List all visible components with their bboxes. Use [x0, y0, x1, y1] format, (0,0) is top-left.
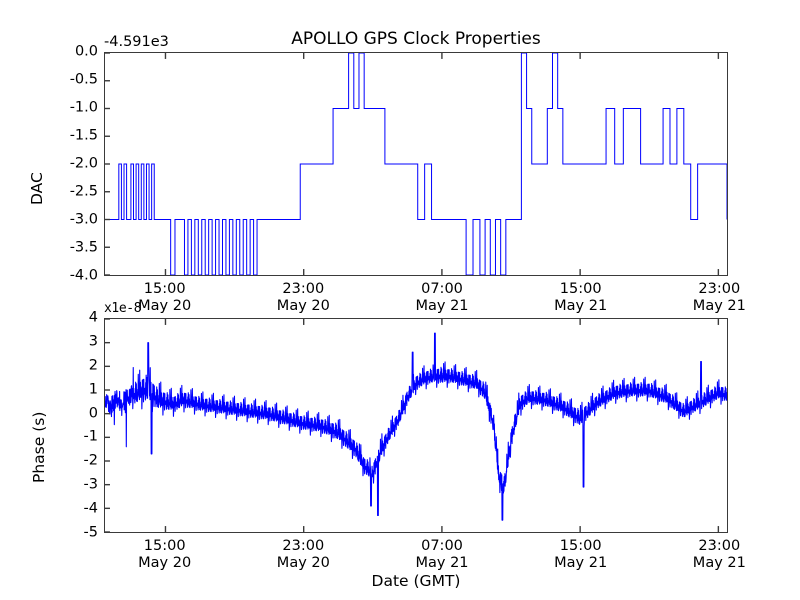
x-tick-time: 15:00	[143, 281, 186, 297]
x-tick-time: 15:00	[559, 538, 602, 554]
phase-x-axis-label: Date (GMT)	[371, 572, 461, 590]
y-tick-label: -1	[83, 428, 98, 445]
phase-y-axis-label: Phase (s)	[30, 411, 48, 483]
x-tick-date: May 21	[554, 555, 608, 571]
x-tick-label: 23:00 May 21	[693, 538, 746, 572]
dac-offset-text: -4.591e3	[104, 34, 169, 50]
x-tick-time: 07:00	[421, 281, 463, 297]
x-tick-label: 07:00 May 21	[415, 281, 468, 315]
phase-offset-text: x1e-8	[104, 301, 142, 316]
x-tick-date: May 20	[276, 298, 330, 314]
x-tick-date: May 21	[692, 298, 746, 314]
x-tick-label: 23:00 May 21	[693, 281, 746, 315]
y-tick-label: 1	[88, 381, 98, 398]
page-title: APOLLO GPS Clock Properties	[291, 29, 541, 49]
x-tick-date: May 21	[692, 555, 746, 571]
x-tick-label: 23:00 May 20	[277, 281, 330, 315]
x-tick-date: May 21	[554, 298, 608, 314]
y-tick-label: -3	[83, 476, 98, 493]
x-tick-time: 23:00	[282, 538, 325, 554]
y-tick-label: -1.0	[69, 99, 98, 116]
phase-noise-path	[105, 333, 727, 520]
y-tick-label: -5	[83, 524, 98, 541]
y-tick-label: -4	[83, 500, 98, 517]
x-tick-date: May 20	[138, 555, 192, 571]
x-tick-time: 15:00	[143, 538, 186, 554]
y-tick-label: 4	[88, 309, 98, 326]
y-tick-label: -0.5	[69, 71, 98, 88]
y-tick-label: 0	[88, 405, 98, 422]
dac-step-path	[105, 53, 727, 275]
x-tick-label: 15:00 May 20	[138, 281, 191, 315]
x-tick-date: May 20	[138, 298, 192, 314]
phase-trace-svg	[105, 319, 727, 532]
x-tick-date: May 21	[415, 298, 469, 314]
y-tick-label: -1.5	[69, 127, 98, 144]
x-tick-label: 15:00 May 21	[554, 281, 607, 315]
x-tick-time: 07:00	[421, 538, 463, 554]
y-tick-label: -3.0	[69, 211, 98, 228]
x-tick-date: May 21	[415, 555, 469, 571]
y-tick-label: -2.5	[69, 183, 98, 200]
y-tick-label: 0.0	[74, 43, 98, 60]
y-tick-label: -3.5	[69, 239, 98, 256]
dac-trace-svg	[105, 53, 727, 275]
y-tick-label: -2	[83, 452, 98, 469]
dac-plot-area	[104, 52, 728, 276]
x-tick-label: 23:00 May 20	[277, 538, 330, 572]
x-tick-label: 15:00 May 21	[554, 538, 607, 572]
y-tick-label: -4.0	[69, 267, 98, 284]
y-tick-label: 3	[88, 333, 98, 350]
x-tick-date: May 20	[276, 555, 330, 571]
x-tick-time: 23:00	[282, 281, 325, 297]
y-tick-label: -2.0	[69, 155, 98, 172]
phase-plot-area	[104, 318, 728, 533]
x-tick-time: 23:00	[698, 281, 741, 297]
y-tick-label: 2	[88, 357, 98, 374]
x-tick-time: 23:00	[698, 538, 741, 554]
x-tick-time: 15:00	[559, 281, 602, 297]
x-tick-label: 15:00 May 20	[138, 538, 191, 572]
x-tick-label: 07:00 May 21	[415, 538, 468, 572]
